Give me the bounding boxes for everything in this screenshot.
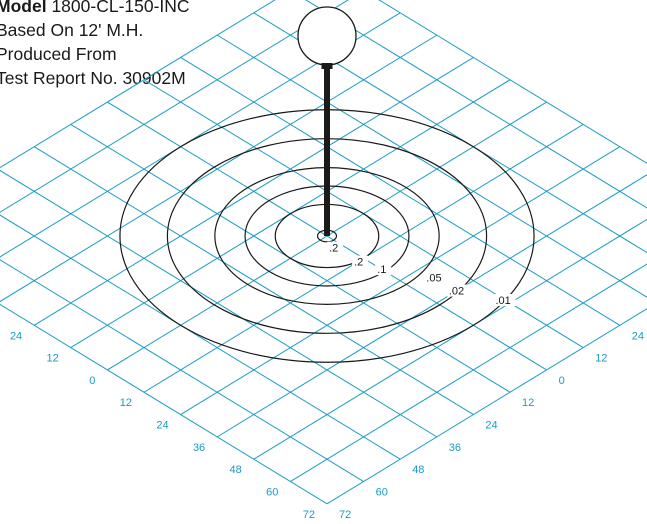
left-axis-tick: 24 — [156, 420, 168, 432]
left-axis-tick: 24 — [10, 330, 22, 342]
contour-label: .2 — [354, 257, 363, 269]
left-axis-tick: 12 — [120, 397, 132, 409]
isofootcandle-contours: .2 .2 .1 .05 .02 .01 — [119, 109, 535, 363]
mounting-height: Based On 12' M.H. — [0, 20, 144, 40]
grid-line — [290, 263, 647, 482]
model-label: Model — [0, 0, 47, 16]
grid-line — [0, 214, 401, 460]
left-axis-ticks: 7260483624120122436486072 — [10, 330, 315, 521]
right-axis-tick: 24 — [485, 420, 497, 432]
right-axis-tick: 12 — [595, 353, 607, 365]
right-axis-tick: 0 — [559, 375, 565, 387]
model-number: 1800-CL-150-INC — [51, 0, 190, 16]
contour-label: .02 — [449, 286, 464, 298]
contour-label-mask — [375, 263, 392, 276]
right-axis-tick: 72 — [339, 509, 351, 521]
contour-label-mask — [493, 293, 516, 306]
left-axis-tick: 60 — [266, 487, 278, 499]
model-line: Model 1800-CL-150-INC — [0, 0, 190, 18]
right-axis-tick: 24 — [632, 330, 644, 342]
contour-label-mask — [352, 255, 369, 268]
left-axis-tick: 36 — [193, 442, 205, 454]
grid-line — [326, 308, 647, 505]
right-axis-tick: 12 — [522, 397, 534, 409]
grid-line — [0, 259, 364, 482]
right-axis-tick: 36 — [449, 442, 461, 454]
produced-from: Produced From — [0, 44, 117, 64]
ground-grid — [0, 0, 647, 505]
luminaire-neck — [321, 63, 333, 69]
left-axis-tick: 72 — [303, 509, 315, 521]
left-axis-tick: 48 — [230, 464, 242, 476]
contour-label: .1 — [377, 264, 386, 276]
right-axis-tick: 60 — [376, 487, 388, 499]
grid-line — [253, 218, 647, 460]
contour-label-mask — [327, 241, 344, 254]
luminaire — [297, 6, 357, 236]
contour-label-mask — [446, 284, 469, 297]
luminaire-globe — [297, 6, 357, 66]
right-axis-tick: 48 — [412, 464, 424, 476]
right-axis-ticks: 7260483624120122436486072 — [339, 330, 644, 521]
contour-label: .05 — [426, 273, 441, 285]
grid-line — [0, 303, 328, 505]
contour-label: .2 — [329, 243, 338, 255]
contour-label-mask — [424, 271, 447, 284]
left-axis-tick: 0 — [89, 375, 95, 387]
diagram-caption: Model 1800-CL-150-INC Based On 12' M.H. … — [0, 0, 190, 90]
left-axis-tick: 12 — [47, 353, 59, 365]
contour-label: .01 — [496, 295, 511, 307]
